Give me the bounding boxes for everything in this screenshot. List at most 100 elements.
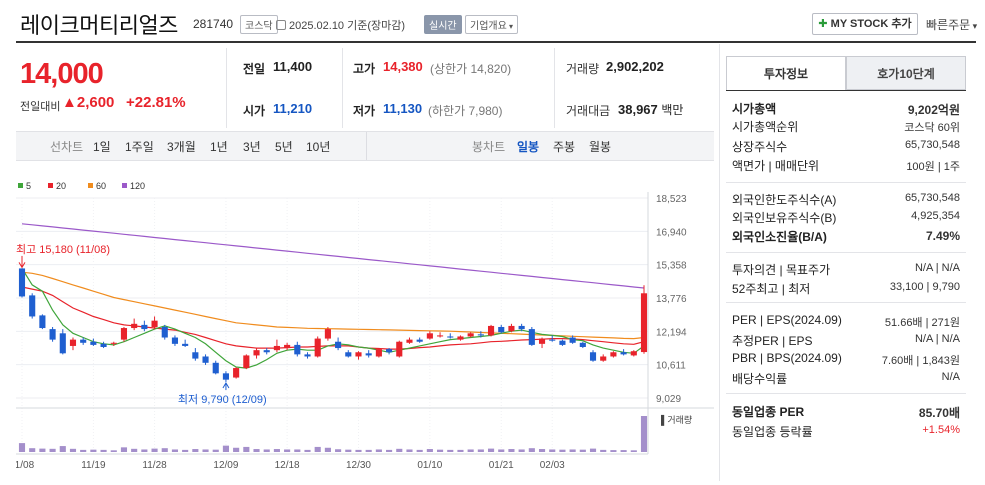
y-tick-label: 15,358 [656,261,687,272]
candle-body [80,339,87,343]
divider [554,48,555,128]
candle-body [253,350,260,356]
candle-body [528,329,535,345]
volume-bar [538,449,546,452]
line-chart-label[interactable]: 선차트 [50,140,84,154]
candle-body [620,352,627,355]
volume-bar [477,449,484,452]
volume-bar [467,449,474,452]
period-1w[interactable]: 1주일 [125,140,154,154]
period-1d[interactable]: 1일 [93,140,111,154]
info-label: 투자의견 | 목표주가 [732,263,831,277]
candle-body [467,333,474,337]
period-1y[interactable]: 1년 [210,140,228,154]
volume-bar [69,448,77,452]
candle-body [477,334,484,336]
period-3y[interactable]: 3년 [243,140,261,154]
info-label: 추정PER | EPS [732,334,813,348]
ma-5-line [21,268,645,369]
legend-swatch [122,183,127,188]
candle-body [518,325,525,330]
right-panel-tabs: 투자정보 호가10단계 [726,56,966,90]
date-text: 2025.02.10 [289,20,345,32]
current-price: 14,000 [20,58,104,90]
tab-invest-info[interactable]: 투자정보 [726,56,846,90]
date-basis: 기준(장마감) [347,20,406,32]
candle-body [416,339,423,342]
divider [226,48,227,128]
volume-bar [222,445,229,452]
candle-body [18,268,26,297]
high-arrow-head [18,262,26,269]
volume-bar [314,446,321,452]
candle-body [29,295,36,317]
candle-body [141,324,148,330]
volume-bar [375,449,382,452]
volume-bar [610,450,617,452]
price-chart[interactable]: 5 20 60 120 18,523 16,940 15,358 13,776 12,194 10… [10,172,714,482]
info-label: 외국인보유주식수(B) [732,211,837,225]
candle-body [263,350,270,353]
live-badge[interactable]: 실시간 [424,15,462,34]
candle-monthly[interactable]: 월봉 [589,140,612,154]
low-label: 저가 [353,104,376,118]
info-value: 65,730,548 [904,139,960,151]
info-value: +1.54% [922,424,960,436]
info-value: 4,925,354 [911,210,960,222]
change-percent: +22.81% [126,94,186,111]
change-amount: 2,600 [76,94,115,111]
volume-bar [59,446,66,452]
candle-body [559,340,566,345]
period-10y[interactable]: 10년 [306,140,331,154]
row-divider [726,252,966,253]
legend-label: 60 [96,181,106,191]
y-tick-label: 16,940 [656,227,687,238]
prev-value: 11,400 [273,59,313,74]
candle-body [498,326,505,333]
volume-bar [518,449,525,452]
quote-date: 2025.02.10 기준(장마감) [276,17,405,33]
candle-body [487,325,495,336]
candle-body [335,341,342,349]
volume-bar [110,450,117,452]
open-label: 시가 [243,104,266,118]
info-label: 외국인한도주식수(A) [732,193,837,207]
candle-body [273,345,280,351]
candle-body [375,349,382,357]
low-value: 11,130 [383,101,423,116]
candle-body [579,342,586,347]
candle-chart-label[interactable]: 봉차트 [472,140,506,154]
candle-weekly[interactable]: 주봉 [553,140,576,154]
volume-bar [437,449,444,452]
period-3m[interactable]: 3개월 [167,140,196,154]
volume-bar [447,449,454,452]
y-tick-label: 9,029 [656,394,681,405]
candle-body [589,352,597,361]
info-label: 시가총액 [732,102,777,116]
volume-bar [335,449,342,452]
quick-order-button[interactable]: 빠른주문 ▾ [926,16,977,33]
stock-name: 레이크머티리얼즈 [20,13,178,38]
info-value: 33,100 | 9,790 [889,281,960,293]
tab-underline [726,90,966,91]
volume-bar [386,449,393,452]
volume-bar [559,449,566,452]
volume-label: 거래량 [566,62,600,76]
row-divider [726,182,966,183]
candle-body [284,344,291,349]
candle-body [49,329,56,340]
period-5y[interactable]: 5년 [275,140,293,154]
candle-daily[interactable]: 일봉 [517,140,540,154]
my-stock-button[interactable]: ✚ MY STOCK 추가 [812,13,918,35]
amount-label: 거래대금 [566,104,611,118]
candle-body [345,352,352,357]
info-value: 65,730,548 [904,192,960,204]
volume-bar [416,449,423,452]
x-tick-label: 12/09 [213,460,238,471]
volume-bar [630,450,637,452]
overview-badge[interactable]: 기업개요 ▾ [465,15,519,34]
volume-value: 2,902,202 [606,59,664,74]
candle-body [233,368,240,378]
tab-ask-10[interactable]: 호가10단계 [846,56,966,90]
volume-bar [90,449,97,452]
